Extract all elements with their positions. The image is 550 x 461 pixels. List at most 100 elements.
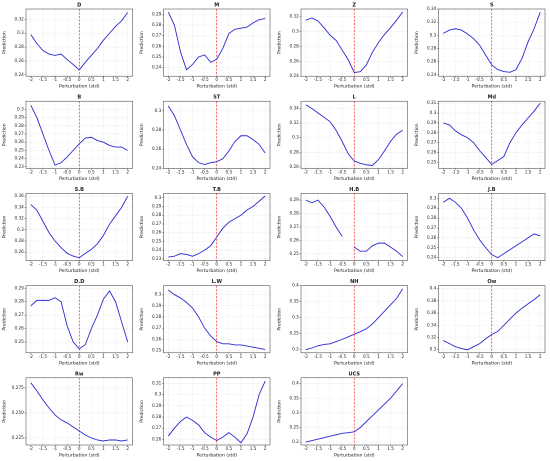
subplot-title: L.W (211, 279, 222, 285)
x-axis-label: Perturbation (std) (196, 453, 237, 459)
x-tick-label: 1 (377, 169, 380, 174)
y-tick-label: 0.35 (289, 395, 299, 400)
x-tick-label: -1 (465, 169, 470, 174)
subplot-title: J.B (487, 187, 496, 193)
data-line (168, 289, 266, 350)
x-tick-label: 0 (215, 354, 218, 359)
y-axis-label: Prediction (414, 216, 420, 239)
y-tick-label: 0.28 (14, 123, 24, 128)
x-axis-label: Perturbation (std) (59, 176, 100, 182)
x-tick-label: -1.5 (451, 262, 460, 267)
subplot: ST 0.24 0.26 0.28 0.3 -2 -1.5 -1 -0.5 0 0.5 1 1.5 2 Pe… (139, 95, 271, 182)
subplot-title: D (77, 3, 81, 9)
subplot-title: Rw (75, 371, 84, 377)
x-tick-label: -0.5 (338, 77, 347, 82)
y-tick-label: 0.38 (427, 298, 437, 303)
y-axis-label: Prediction (277, 216, 283, 239)
y-tick-label: 0.3 (17, 106, 24, 111)
x-tick-label: -2 (166, 77, 171, 82)
y-axis-label: Prediction (139, 123, 145, 146)
x-tick-label: 0.5 (226, 446, 233, 451)
y-tick-label: 0.275 (12, 385, 24, 390)
y-tick-label: 0.29 (152, 303, 162, 308)
subplot: UCS 0.2 0.25 0.3 0.35 0.4 -2 -1.5 -1 -0.5 0 0.5 1 1.5… (277, 371, 408, 459)
x-tick-label: -0.5 (201, 77, 210, 82)
x-tick-label: -1 (53, 446, 58, 451)
x-tick-label: 0 (215, 446, 218, 451)
x-tick-label: -0.5 (338, 446, 347, 451)
y-tick-label: 0.3 (430, 195, 437, 200)
y-tick-label: 0.26 (14, 249, 24, 254)
x-tick-label: 0 (78, 262, 81, 267)
x-tick-label: 0 (490, 354, 493, 359)
y-axis-label: Prediction (414, 123, 420, 146)
x-tick-label: 0.5 (88, 446, 95, 451)
x-tick-label: 1.5 (112, 262, 119, 267)
x-tick-label: 0 (490, 262, 493, 267)
x-tick-label: 1.5 (387, 446, 394, 451)
x-tick-label: -1.5 (176, 77, 185, 82)
x-tick-label: -0.5 (63, 354, 72, 359)
x-tick-label: 1 (102, 169, 105, 174)
subplot: S.B 0.26 0.28 0.3 0.32 0.34 0.36 -2 -1.5 -1 -0.5 0 0… (2, 187, 133, 274)
x-tick-label: 2 (539, 169, 542, 174)
data-line (30, 382, 128, 442)
x-axis-label: Perturbation (std) (59, 453, 100, 459)
x-tick-label: 0.5 (363, 77, 370, 82)
data-line (167, 380, 266, 444)
y-tick-label: 0.29 (152, 11, 162, 16)
x-tick-label: -2 (166, 354, 171, 359)
y-tick-label: 0.26 (289, 237, 299, 242)
x-tick-label: 0.5 (363, 262, 370, 267)
x-tick-label: 0 (353, 446, 356, 451)
x-tick-label: 1.5 (387, 77, 394, 82)
x-tick-label: -2 (166, 446, 171, 451)
x-tick-label: 0 (78, 446, 81, 451)
y-tick-label: 0.27 (152, 425, 162, 430)
x-tick-label: -1 (190, 354, 195, 359)
y-tick-label: 0.3 (292, 28, 299, 33)
x-tick-label: -1.5 (39, 446, 48, 451)
y-tick-label: 0.2 (292, 347, 299, 352)
y-tick-label: 0.34 (427, 6, 437, 11)
x-tick-label: 2 (126, 77, 129, 82)
x-tick-label: -0.5 (201, 446, 210, 451)
subplot: J.B 0.24 0.25 0.26 0.27 0.28 0.29 0.3 -2 -1.5 -1 -0… (414, 187, 546, 274)
x-tick-label: 1 (240, 354, 243, 359)
y-tick-label: 0.26 (427, 59, 437, 64)
x-tick-label: 0.5 (226, 262, 233, 267)
x-tick-label: 0.5 (88, 262, 95, 267)
x-tick-label: 2 (401, 169, 404, 174)
x-tick-label: -1.5 (39, 169, 48, 174)
x-tick-label: -1 (328, 169, 333, 174)
y-tick-label: 0.3 (430, 110, 437, 115)
x-tick-label: -1 (53, 169, 58, 174)
y-tick-label: 0.28 (427, 46, 437, 51)
subplot: H.B 0.25 0.26 0.27 0.28 0.29 -2 -1.5 -1 -0.5 0 0.5 1… (277, 187, 408, 274)
data-line (443, 197, 541, 259)
y-tick-label: 0.32 (289, 120, 299, 125)
x-tick-label: 2 (264, 169, 267, 174)
x-tick-label: -2 (304, 262, 309, 267)
y-axis-label: Prediction (277, 31, 283, 54)
x-tick-label: -1.5 (314, 446, 323, 451)
subplot-title: NH (350, 279, 358, 285)
data-line (443, 102, 541, 166)
y-tick-label: 0.27 (152, 33, 162, 38)
x-tick-label: -0.5 (63, 77, 72, 82)
y-tick-label: 0.34 (289, 106, 299, 111)
y-tick-label: 0.29 (427, 205, 437, 210)
x-tick-label: 1 (515, 262, 518, 267)
x-tick-label: 1 (377, 262, 380, 267)
x-tick-label: -1.5 (176, 354, 185, 359)
subplot: Md 0.25 0.26 0.27 0.28 0.29 0.3 0.31 -2 -1.5 -1 -0.… (414, 95, 546, 182)
y-tick-label: 0.25 (152, 54, 162, 59)
x-tick-label: 1.5 (250, 169, 257, 174)
subplot-title: H.B (349, 187, 359, 193)
y-tick-label: 0.28 (152, 212, 162, 217)
y-tick-label: 0.32 (427, 335, 437, 340)
x-tick-label: -0.5 (201, 262, 210, 267)
data-line (443, 294, 541, 351)
y-tick-label: 0.25 (152, 348, 162, 353)
y-tick-label: 0.27 (427, 140, 437, 145)
